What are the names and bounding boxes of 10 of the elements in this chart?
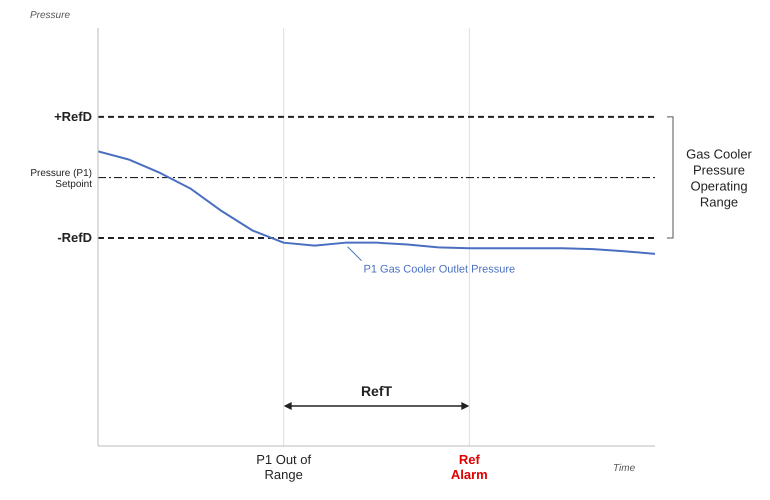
x-axis-title: Time: [613, 463, 636, 474]
text: Gas Cooler Pressure Operating Range: [686, 146, 753, 210]
text: P1 Out of Range: [256, 452, 312, 482]
legend-label: P1 Gas Cooler Outlet Pressure: [364, 264, 516, 276]
ref-line-label: -RefD: [57, 230, 92, 245]
ref-line-label: +RefD: [54, 108, 92, 124]
annotation: RefT: [360, 383, 392, 399]
text: Pressure: [30, 10, 70, 21]
text: Ref Alarm: [450, 452, 488, 482]
ref-line-label: Pressure (P1) Setpoint: [30, 168, 92, 190]
